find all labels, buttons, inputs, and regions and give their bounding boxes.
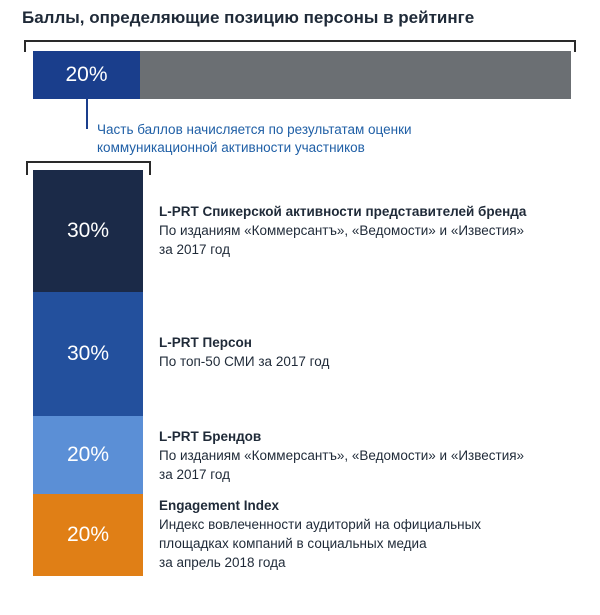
- description-line: По изданиям «Коммерсантъ», «Ведомости» и…: [159, 223, 525, 238]
- description-engagement: Engagement Index Индекс вовлеченности ау…: [159, 496, 481, 572]
- diagram-title: Баллы, определяющие позицию персоны в ре…: [22, 8, 475, 27]
- description-title: L-PRT Спикерской активности представител…: [159, 204, 527, 219]
- stack-segment-engagement: 20%: [33, 494, 143, 576]
- description-line: за 2017 год: [159, 242, 230, 257]
- description-line: Индекс вовлеченности аудиторий на официа…: [159, 517, 482, 532]
- top-bracket: [24, 40, 576, 52]
- description-title: L-PRT Персон: [159, 335, 252, 350]
- total-score-bar: 20%: [33, 51, 571, 99]
- stack-bracket: [26, 161, 151, 175]
- stack-segment-persons: 30%: [33, 292, 143, 416]
- description-brands: L-PRT Брендов По изданиям «Коммерсантъ»,…: [159, 427, 524, 484]
- description-title: Engagement Index: [159, 498, 280, 513]
- description-title: L-PRT Брендов: [159, 429, 262, 444]
- note-line-2: коммуникационной активности участников: [97, 140, 365, 155]
- description-line: за 2017 год: [159, 467, 230, 482]
- description-line: По топ-50 СМИ за 2017 год: [159, 354, 330, 369]
- description-persons: L-PRT Персон По топ-50 СМИ за 2017 год: [159, 333, 329, 371]
- communication-share-segment: 20%: [33, 51, 140, 99]
- connector-line: [86, 99, 88, 129]
- stack-segment-speaker-activity: 30%: [33, 170, 143, 292]
- note-line-1: Часть баллов начисляется по результатам …: [97, 122, 412, 137]
- description-line: площадках компаний в социальных медиа: [159, 536, 427, 551]
- stack-segment-brands: 20%: [33, 416, 143, 494]
- description-line: По изданиям «Коммерсантъ», «Ведомости» и…: [159, 448, 525, 463]
- description-line: за апрель 2018 года: [159, 555, 286, 570]
- breakdown-stack: 30% 30% 20% 20%: [33, 170, 143, 576]
- explanation-note: Часть баллов начисляется по результатам …: [97, 121, 412, 157]
- description-speaker-activity: L-PRT Спикерской активности представител…: [159, 202, 526, 259]
